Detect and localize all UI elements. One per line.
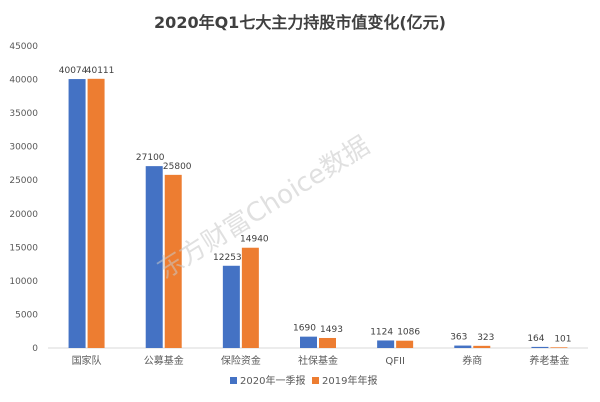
legend-label: 2019年年报 xyxy=(322,374,377,387)
category-label: 社保基金 xyxy=(298,354,338,367)
data-label: 40074 xyxy=(59,66,88,76)
legend-swatch xyxy=(230,377,237,384)
legend-swatch xyxy=(312,377,319,384)
bar-q1-2020 xyxy=(454,345,472,348)
category-label: 保险资金 xyxy=(221,354,261,367)
data-label: 1690 xyxy=(293,324,316,334)
category-label: 券商 xyxy=(462,354,482,367)
legend-label: 2020年一季报 xyxy=(240,374,305,387)
y-tick-label: 25000 xyxy=(9,176,38,186)
data-label: 1124 xyxy=(370,327,393,337)
y-tick-label: 35000 xyxy=(9,109,38,119)
data-label: 1493 xyxy=(320,325,343,335)
bar-annual-2019 xyxy=(396,340,414,348)
bar-q1-2020 xyxy=(145,166,163,348)
x-axis-labels: 国家队 公募基金 保险资金 社保基金 QFII 券商 养老基金 xyxy=(72,354,570,367)
data-label: 25800 xyxy=(163,162,192,172)
data-label: 363 xyxy=(450,333,467,343)
y-tick-label: 15000 xyxy=(9,243,38,253)
category-label: 公募基金 xyxy=(144,354,184,367)
data-label: 164 xyxy=(527,334,544,344)
data-label: 27100 xyxy=(136,153,165,163)
bar-annual-2019 xyxy=(87,78,105,349)
data-label: 12253 xyxy=(213,253,242,263)
bar-q1-2020 xyxy=(377,340,395,348)
y-tick-label: 0 xyxy=(32,344,38,354)
bar-annual-2019 xyxy=(164,174,182,348)
category-label: 国家队 xyxy=(72,354,102,367)
bar-annual-2019 xyxy=(550,347,568,348)
bar-annual-2019 xyxy=(473,345,491,348)
bar-annual-2019 xyxy=(241,247,259,348)
data-label: 14940 xyxy=(240,235,269,245)
y-tick-label: 30000 xyxy=(9,143,38,153)
y-axis: 0 5000 10000 15000 20000 25000 30000 35000 40000… xyxy=(9,42,38,354)
y-tick-label: 45000 xyxy=(9,42,38,52)
y-tick-label: 40000 xyxy=(9,76,38,86)
legend: 2020年一季报 2019年年报 xyxy=(230,374,377,387)
bar-q1-2020 xyxy=(300,336,317,348)
y-tick-label: 10000 xyxy=(9,277,38,287)
bars xyxy=(68,78,568,349)
y-tick-label: 20000 xyxy=(9,210,38,220)
category-label: QFII xyxy=(385,356,405,367)
chart-title: 2020年Q1七大主力持股市值变化(亿元) xyxy=(154,13,446,32)
bar-q1-2020 xyxy=(68,79,86,349)
bar-annual-2019 xyxy=(319,337,336,348)
category-label: 养老基金 xyxy=(529,354,569,367)
y-tick-label: 5000 xyxy=(15,310,38,320)
bar-q1-2020 xyxy=(222,265,240,348)
data-label: 40111 xyxy=(86,66,115,76)
data-label: 323 xyxy=(477,333,494,343)
data-label: 101 xyxy=(554,334,571,344)
data-label: 1086 xyxy=(397,328,420,338)
bar-q1-2020 xyxy=(531,346,549,348)
watermark: 东方财富Choice数据 xyxy=(152,131,375,286)
